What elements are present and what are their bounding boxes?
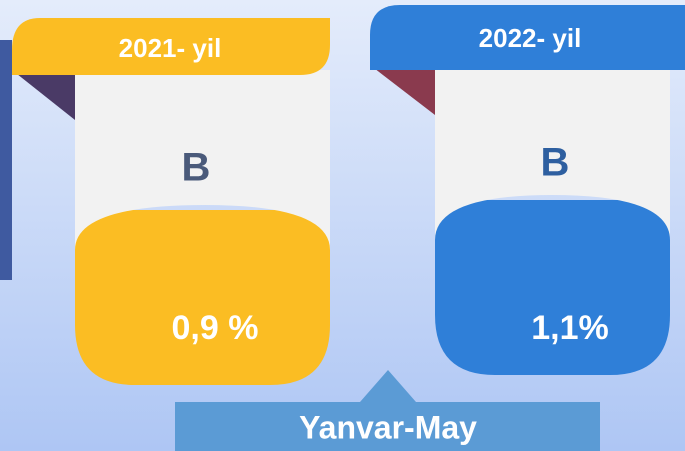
period: Yanvar-May <box>299 409 477 445</box>
value: 1,1% <box>531 309 609 347</box>
side-bar <box>0 40 12 280</box>
value: 0,9 % <box>172 309 259 347</box>
card: 2021- yil B 0,9 % <box>12 18 330 385</box>
fold <box>12 70 75 120</box>
year: 2021- yil <box>119 33 222 63</box>
year-tab <box>12 18 330 75</box>
value-area <box>435 200 670 375</box>
year-tab <box>370 5 685 70</box>
fold <box>370 65 435 115</box>
pointer <box>360 370 416 402</box>
body <box>75 70 330 250</box>
body <box>435 65 670 240</box>
card: 2022- yil B 1,1% <box>370 5 685 375</box>
letter: B <box>182 146 211 190</box>
value-area <box>75 210 330 385</box>
year: 2022- yil <box>479 23 582 53</box>
period-box <box>175 402 600 451</box>
letter: B <box>541 141 570 185</box>
